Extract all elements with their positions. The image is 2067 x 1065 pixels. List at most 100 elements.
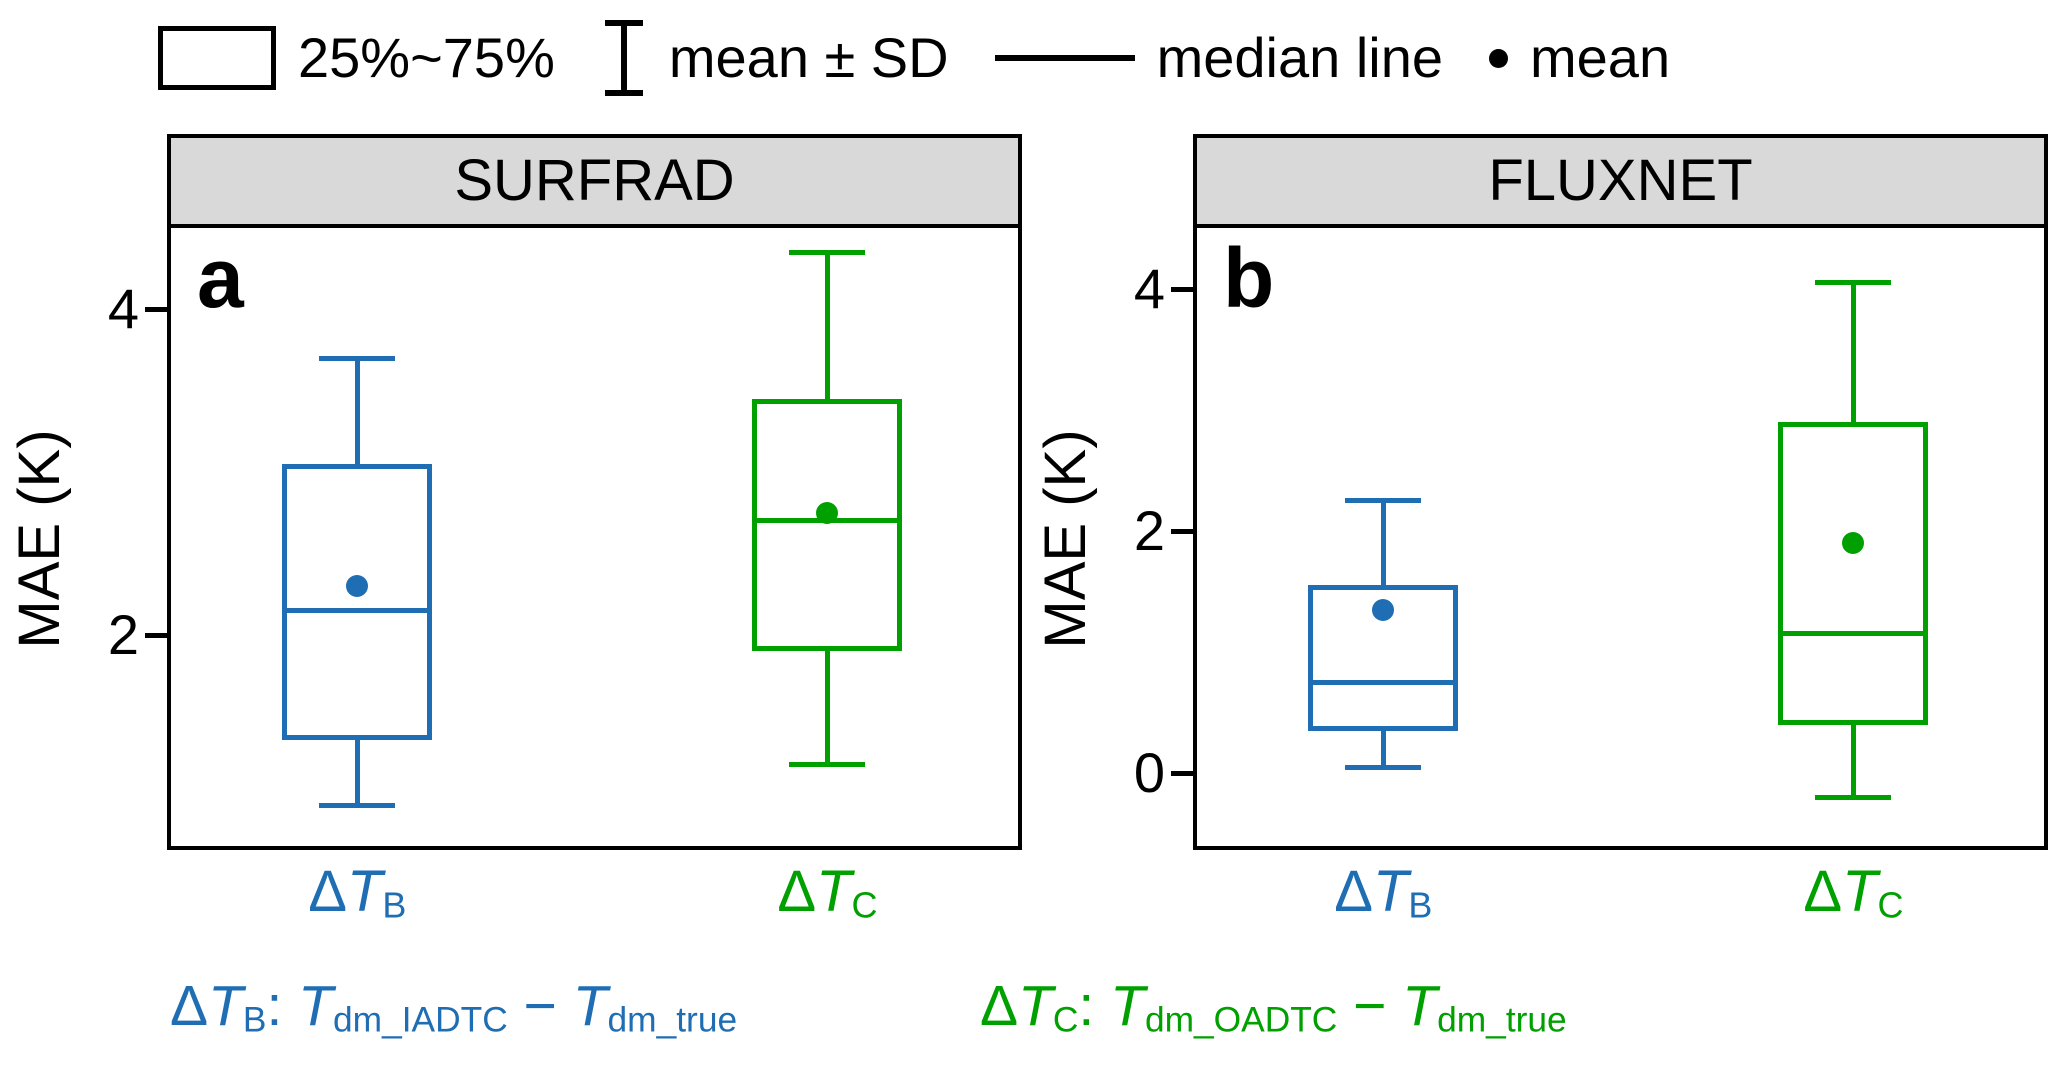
whisker-lower <box>824 650 830 765</box>
caption-delta-tb: ΔTB: Tdm_IADTC − Tdm_true <box>170 972 737 1042</box>
whisker-upper <box>1380 500 1386 586</box>
mean-dot <box>346 574 369 597</box>
panel-title-surfrad: SURFRAD <box>454 148 735 213</box>
legend-median-label: median line <box>1156 26 1444 89</box>
text-segment: Δ <box>980 974 1019 1038</box>
mean-dot <box>1372 598 1395 621</box>
text-segment: T <box>1402 974 1438 1038</box>
panel-title-fluxnet: FLUXNET <box>1488 148 1753 213</box>
mean-dot <box>1842 532 1865 555</box>
text-segment: T <box>208 974 243 1038</box>
panel-letter-a: a <box>197 231 244 325</box>
whisker-cap-bottom <box>1815 795 1892 801</box>
whisker-cap-bottom <box>319 802 396 808</box>
text-segment: Δ <box>308 859 347 924</box>
caption-delta-tc: ΔTC: Tdm_OADTC − Tdm_true <box>980 972 1567 1042</box>
legend: 25%~75% mean ± SD median line mean <box>158 16 1670 100</box>
text-segment: dm_true <box>1437 1000 1567 1040</box>
text-segment: B <box>1408 884 1433 926</box>
text-segment: T <box>1110 974 1145 1038</box>
iqr-box <box>1778 421 1929 725</box>
text-segment: T <box>298 974 333 1038</box>
whisker-cap-top <box>789 249 866 255</box>
text-segment: T <box>816 859 852 924</box>
iqr-box <box>282 463 433 741</box>
median-line <box>1783 631 1924 637</box>
whisker-cap-bottom <box>1345 764 1422 770</box>
whisker-lower <box>354 740 360 806</box>
text-segment: T <box>572 974 608 1038</box>
y-tick-mark <box>1171 528 1193 534</box>
plot-area-fluxnet: b 0 2 4 <box>1134 228 2048 850</box>
legend-mean-label: mean <box>1530 26 1671 89</box>
text-segment: dm_true <box>607 1000 738 1040</box>
text-segment: C <box>851 884 878 926</box>
text-segment: dm_IADTC <box>333 1000 508 1040</box>
whisker-cap-bottom <box>789 762 866 768</box>
text-segment: Δ <box>777 859 817 924</box>
text-segment: B <box>382 884 407 926</box>
y-tick-label: 4 <box>107 277 139 341</box>
panel-header-surfrad: SURFRAD <box>167 134 1022 228</box>
median-line <box>287 607 428 613</box>
whisker-cap-top <box>1345 498 1422 504</box>
errorbar-cap-bottom <box>604 90 643 96</box>
text-segment: Δ <box>1334 859 1373 924</box>
whisker-cap-top <box>1815 280 1892 286</box>
y-tick-mark <box>1171 771 1193 777</box>
text-segment: : <box>1078 974 1111 1038</box>
whisker-upper <box>354 358 360 464</box>
errorbar-glyph-icon <box>601 20 647 96</box>
x-axis-label: ΔTC <box>777 860 877 925</box>
y-tick-mark <box>145 307 167 313</box>
text-segment: T <box>1842 859 1878 924</box>
y-tick-mark <box>145 632 167 638</box>
text-segment: dm_OADTC <box>1144 1000 1338 1040</box>
legend-box-label: 25%~75% <box>298 26 555 89</box>
legend-item-sd: mean ± SD <box>601 20 949 96</box>
text-segment: T <box>1018 974 1053 1038</box>
y-axis-label-fluxnet: MAE (K) <box>1033 429 1098 649</box>
median-line-glyph-icon <box>994 55 1135 61</box>
y-tick-label: 2 <box>1133 498 1165 562</box>
y-axis-label-surfrad: MAE (K) <box>7 429 72 649</box>
legend-item-mean: mean <box>1489 30 1670 86</box>
text-segment: T <box>1372 859 1409 924</box>
panel-letter-b: b <box>1223 231 1275 325</box>
legend-item-median: median line <box>994 26 1444 89</box>
errorbar-stem <box>620 23 627 93</box>
text-segment: − <box>507 974 573 1038</box>
whisker-lower <box>1380 730 1386 768</box>
x-axis-labels-surfrad: ΔTB ΔTC <box>167 860 1022 946</box>
y-tick-label: 2 <box>107 602 139 666</box>
text-segment: T <box>346 859 383 924</box>
x-axis-label: ΔTB <box>1334 860 1432 925</box>
box-glyph-icon <box>158 26 276 90</box>
y-tick-label: 0 <box>1133 741 1165 805</box>
iqr-box <box>752 398 903 651</box>
x-axis-label: ΔTB <box>308 860 406 925</box>
text-segment: Δ <box>170 974 209 1038</box>
text-segment: B <box>242 1000 267 1040</box>
text-segment: C <box>1877 884 1904 926</box>
panel-header-fluxnet: FLUXNET <box>1193 134 2048 228</box>
whisker-lower <box>1850 724 1856 798</box>
text-segment: − <box>1337 974 1403 1038</box>
mean-dot <box>816 501 839 524</box>
legend-sd-label: mean ± SD <box>668 26 949 89</box>
y-tick-mark <box>1171 286 1193 292</box>
whisker-upper <box>824 252 830 399</box>
median-line <box>1313 679 1454 685</box>
x-axis-labels-fluxnet: ΔTB ΔTC <box>1193 860 2048 946</box>
legend-item-box: 25%~75% <box>158 26 555 90</box>
mean-dot-glyph-icon <box>1489 48 1509 68</box>
y-tick-label: 4 <box>1133 256 1165 320</box>
text-segment: Δ <box>1803 859 1843 924</box>
whisker-cap-top <box>319 355 396 361</box>
plot-area-surfrad: a 2 4 <box>108 228 1022 850</box>
whisker-upper <box>1850 282 1856 422</box>
text-segment: C <box>1052 1000 1079 1040</box>
